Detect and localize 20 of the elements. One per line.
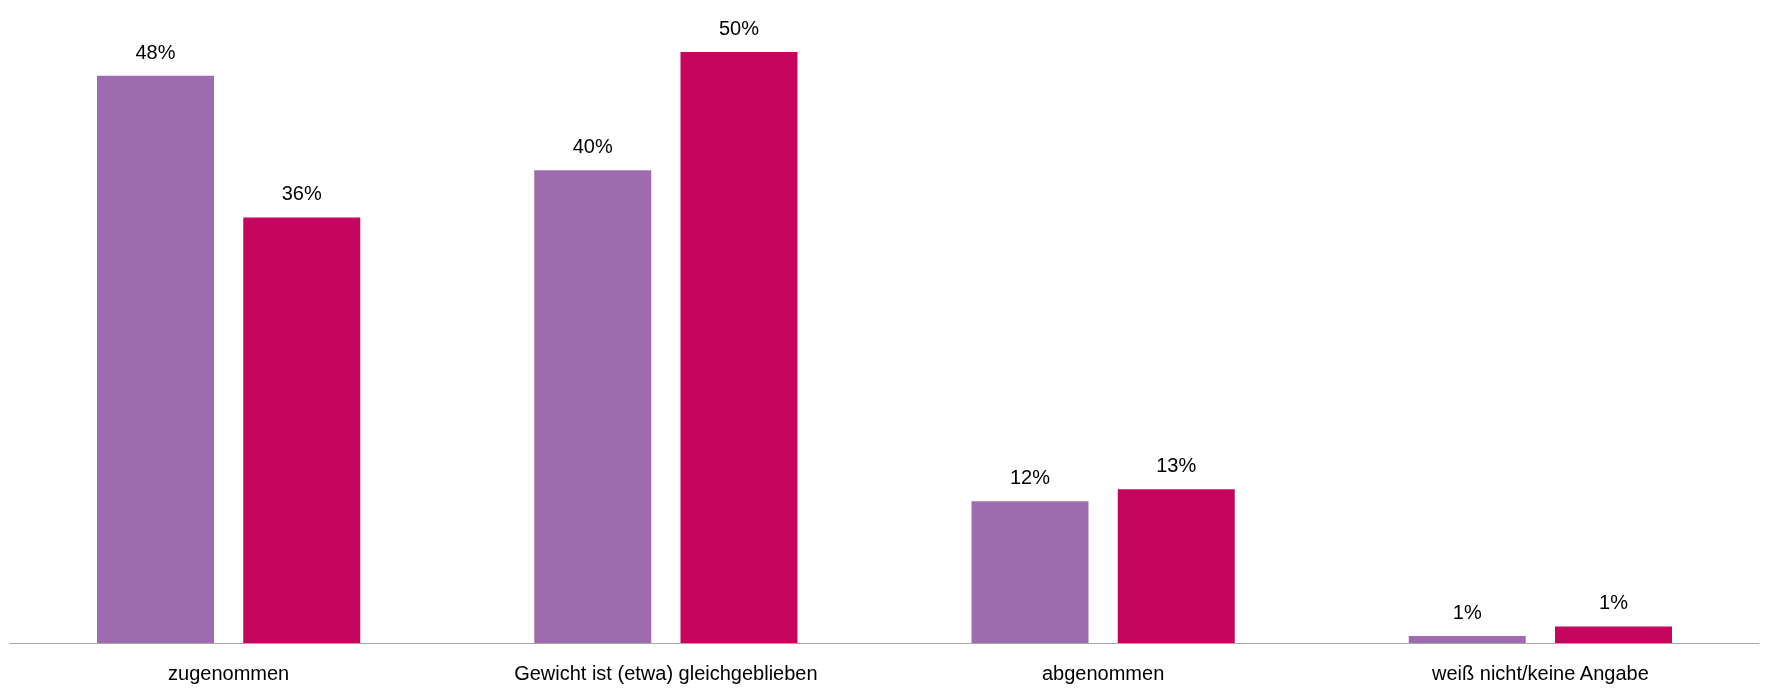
data-label: 1% <box>1599 591 1629 614</box>
data-label: 13% <box>1156 454 1197 477</box>
bar <box>1117 489 1235 643</box>
bar <box>680 52 798 643</box>
bar <box>1555 626 1672 643</box>
data-label: 36% <box>281 182 322 205</box>
data-label: 48% <box>135 40 176 63</box>
data-label: 1% <box>1452 600 1482 623</box>
bar <box>97 75 214 643</box>
x-tick-label: abgenommen <box>1041 662 1165 684</box>
data-label: 50% <box>718 17 760 39</box>
data-label: 12% <box>1009 466 1051 489</box>
x-tick-label: zugenommen <box>168 662 290 684</box>
x-tick-label: Gewicht ist (etwa) gleichgeblieben <box>514 662 818 684</box>
bar <box>1408 635 1526 643</box>
bar <box>971 501 1089 643</box>
x-tick-label: weiß nicht/keine Angabe <box>1430 662 1649 684</box>
bar <box>534 170 652 643</box>
bar <box>243 217 361 643</box>
data-label: 40% <box>572 135 613 158</box>
